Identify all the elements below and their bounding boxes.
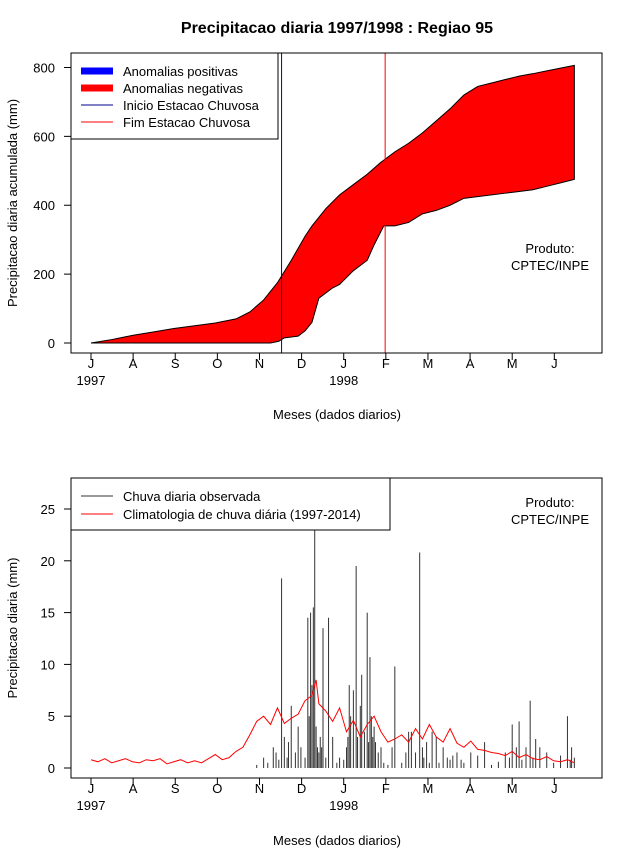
top-xlabel: Meses (dados diarios) — [273, 407, 401, 422]
top-x-tick-label-6: J — [340, 356, 347, 371]
bottom-year-label-1: 1998 — [329, 798, 358, 813]
top-x-tick-label-7: F — [382, 356, 390, 371]
negative-anomaly-area — [90, 64, 575, 344]
bottom-legend-box — [70, 477, 391, 531]
top-x-tick-label-0: J — [88, 356, 95, 371]
bottom-annotation-produto: Produto: — [525, 495, 574, 510]
top-x-tick-label-5: D — [297, 356, 306, 371]
top-x-tick-label-8: M — [423, 356, 434, 371]
bottom-x-tick-label-6: J — [340, 781, 347, 796]
bottom-x-tick-label-7: F — [382, 781, 390, 796]
bottom-bars-layer — [256, 529, 575, 768]
bottom-y-tick-label-0: 0 — [48, 761, 55, 776]
bottom-annotation-cptec: CPTEC/INPE — [511, 512, 589, 527]
legend-label-chuva-observada: Chuva diaria observada — [123, 489, 261, 504]
top-x-tick-label-11: J — [551, 356, 558, 371]
top-y-axis: 0 200 400 600 800 — [33, 60, 72, 351]
legend-label-anomalias-positivas: Anomalias positivas — [123, 64, 238, 79]
climatology-line — [90, 679, 575, 765]
top-year-label-0: 1997 — [77, 373, 106, 388]
bottom-x-tick-label-4: N — [255, 781, 264, 796]
bottom-y-tick-label-4: 20 — [41, 554, 55, 569]
bottom-x-tick-label-10: M — [507, 781, 518, 796]
top-title: Precipitacao diaria 1997/1998 : Regiao 9… — [181, 20, 493, 37]
top-season-lines — [281, 53, 386, 353]
bottom-y-tick-label-2: 10 — [41, 657, 55, 672]
top-area-layer — [90, 64, 575, 344]
top-x-tick-label-9: A — [466, 356, 475, 371]
top-panel: Precipitacao diaria 1997/1998 : Regiao 9… — [5, 20, 603, 422]
bottom-y-tick-label-5: 25 — [41, 502, 55, 517]
top-annotation-cptec: CPTEC/INPE — [511, 258, 589, 273]
top-legend: Anomalias positivas Anomalias negativas … — [70, 52, 279, 140]
top-x-tick-label-4: N — [255, 356, 264, 371]
legend-label-anomalias-negativas: Anomalias negativas — [123, 81, 243, 96]
top-x-tick-label-2: S — [171, 356, 180, 371]
top-x-tick-label-10: M — [507, 356, 518, 371]
top-y-tick-label-2: 400 — [33, 198, 55, 213]
bottom-legend: Chuva diaria observada Climatologia de c… — [70, 477, 391, 531]
top-annotation-produto: Produto: — [525, 241, 574, 256]
top-y-tick-label-3: 600 — [33, 129, 55, 144]
top-y-tick-label-1: 200 — [33, 267, 55, 282]
top-x-tick-label-3: O — [212, 356, 222, 371]
bottom-x-tick-label-1: A — [129, 781, 138, 796]
top-y-tick-label-0: 0 — [48, 336, 55, 351]
bottom-x-tick-label-8: M — [423, 781, 434, 796]
top-ylabel: Precipitacao diaria acumulada (mm) — [5, 99, 20, 307]
bottom-x-tick-label-0: J — [88, 781, 95, 796]
bottom-ylabel: Precipitacao diaria (mm) — [5, 558, 20, 699]
bottom-x-axis: J A S O N D J F M A M J 1997 1998 — [77, 777, 558, 813]
legend-label-inicio-estacao: Inicio Estacao Chuvosa — [123, 98, 260, 113]
top-year-label-1: 1998 — [329, 373, 358, 388]
bottom-year-label-0: 1997 — [77, 798, 106, 813]
bottom-x-tick-label-2: S — [171, 781, 180, 796]
top-legend-box — [70, 52, 279, 140]
top-y-tick-label-4: 800 — [33, 60, 55, 75]
bottom-panel: 0 5 10 15 20 25 J A S O N D J F M A M J 1997 1998 Precipit… — [5, 477, 603, 848]
bottom-climatology-layer — [90, 679, 575, 765]
bottom-y-tick-label-3: 15 — [41, 606, 55, 621]
top-x-axis: J A S O N D J F M A M J 1997 1998 — [77, 352, 558, 388]
bottom-x-tick-label-11: J — [551, 781, 558, 796]
bottom-xlabel: Meses (dados diarios) — [273, 833, 401, 848]
top-x-tick-label-1: A — [129, 356, 138, 371]
legend-label-climatologia: Climatologia de chuva diária (1997-2014) — [123, 507, 361, 522]
bottom-x-tick-label-3: O — [212, 781, 222, 796]
legend-label-fim-estacao: Fim Estacao Chuvosa — [123, 115, 251, 130]
bottom-y-axis: 0 5 10 15 20 25 — [41, 502, 72, 776]
bottom-x-tick-label-5: D — [297, 781, 306, 796]
bottom-y-tick-label-1: 5 — [48, 709, 55, 724]
bottom-x-tick-label-9: A — [466, 781, 475, 796]
